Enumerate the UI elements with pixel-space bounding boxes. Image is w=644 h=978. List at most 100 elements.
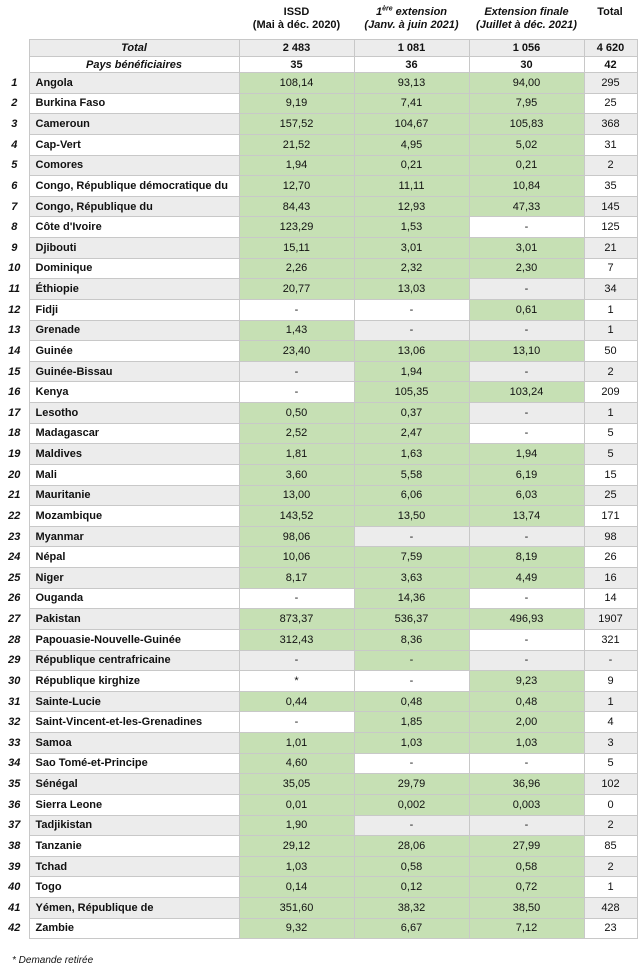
country-name: Dominique (28, 257, 240, 280)
header-total-title: Total (597, 6, 623, 18)
cell-issd: 12,70 (238, 175, 355, 197)
table-row: 19 Maldives 1,81 1,63 1,94 5 (0, 443, 638, 465)
cell-issd: * (238, 670, 355, 692)
cell-total: 4 (583, 711, 638, 733)
country-name: Kenya (28, 381, 240, 403)
cell-issd: 15,11 (238, 237, 355, 259)
row-number: 25 (0, 567, 29, 589)
cell-ext1: - (353, 814, 470, 837)
total-issd: 2 483 (238, 39, 355, 57)
header-ext-final: Extension finale (Juillet à déc. 2021) (469, 6, 584, 32)
cell-total: 209 (583, 381, 638, 403)
country-name: Cameroun (28, 113, 240, 135)
cell-issd: 3,60 (238, 463, 355, 486)
table-row: 25 Niger 8,17 3,63 4,49 16 (0, 567, 638, 589)
cell-issd: 1,43 (238, 319, 355, 342)
cell-total: 25 (583, 92, 638, 115)
table-row: 10 Dominique 2,26 2,32 2,30 7 (0, 257, 638, 280)
cell-ext-final: 27,99 (468, 835, 585, 857)
table-row: 21 Mauritanie 13,00 6,06 6,03 25 (0, 484, 638, 507)
row-number: 37 (0, 815, 29, 836)
cell-ext-final: 0,003 (468, 793, 585, 816)
cell-issd: 108,14 (238, 72, 355, 94)
row-number: 9 (0, 237, 29, 259)
country-name: Tchad (28, 855, 240, 878)
row-number: 40 (0, 876, 29, 898)
cell-total: 1907 (583, 608, 638, 630)
total-label: Total (28, 39, 240, 57)
cell-total: 2 (583, 814, 638, 837)
cell-ext-final: 0,61 (468, 298, 585, 321)
table-row: 12 Fidji - -0,61 1 (0, 298, 638, 321)
cell-ext-final: - (468, 628, 585, 651)
country-name: Cap-Vert (28, 133, 240, 156)
country-name: Côte d'Ivoire (28, 216, 240, 238)
cell-ext1: 28,06 (353, 835, 470, 857)
table-row: 3 Cameroun 157,52 104,67 105,83 368 (0, 113, 638, 135)
cell-total: 5 (583, 443, 638, 465)
cell-ext1: 0,48 (353, 690, 470, 713)
cell-ext1: - (353, 670, 470, 692)
row-number: 12 (0, 299, 29, 320)
cell-issd: 2,52 (238, 422, 355, 445)
cell-ext-final: - (468, 422, 585, 445)
cell-ext1: 0,002 (353, 793, 470, 816)
cell-ext1: - (353, 752, 470, 775)
table-row: 26 Ouganda -14,36-14 (0, 587, 638, 610)
header-issd-period: (Mai à déc. 2020) (252, 19, 341, 31)
cell-issd: 1,03 (238, 855, 355, 878)
country-name: Togo (28, 876, 240, 898)
row-number: 22 (0, 505, 29, 527)
table-row: 33 Samoa 1,01 1,03 1,03 3 (0, 732, 638, 754)
row-number: 4 (0, 134, 29, 155)
cell-issd: 312,43 (238, 628, 355, 651)
cell-issd: 9,32 (238, 917, 355, 940)
cell-ext1: 13,50 (353, 505, 470, 527)
cell-total: 21 (583, 237, 638, 259)
cell-ext-final: - (468, 216, 585, 238)
cell-total: 34 (583, 278, 638, 300)
row-number: 10 (0, 258, 29, 279)
cell-ext-final: - (468, 752, 585, 775)
header-ext1: 1ère extension (Janv. à juin 2021) (354, 5, 469, 32)
cell-total: 7 (583, 257, 638, 280)
table-row: 6 Congo, République démocratique du 12,70 1… (0, 175, 638, 197)
cell-ext1: 93,13 (353, 72, 470, 94)
cell-issd: 2,26 (238, 257, 355, 280)
cell-ext-final: 94,00 (468, 72, 585, 94)
row-number: 34 (0, 753, 29, 774)
cell-ext1: 11,11 (353, 175, 470, 197)
row-number: 28 (0, 629, 29, 650)
row-number: 6 (0, 175, 29, 197)
cell-ext1: 4,95 (353, 133, 470, 156)
cell-total: 15 (583, 463, 638, 486)
data-table: Total 2 483 1 081 1 056 4 620 Pays bénéf… (0, 39, 638, 940)
row-number: 16 (0, 381, 29, 403)
cell-ext-final: 9,23 (468, 670, 585, 692)
cell-ext-final: 103,24 (468, 381, 585, 403)
table-row: 22 Mozambique 143,52 13,50 13,74 171 (0, 505, 638, 527)
table-row: 4 Cap-Vert 21,52 4,95 5,02 31 (0, 133, 638, 156)
total-row: Total 2 483 1 081 1 056 4 620 (0, 39, 638, 57)
cell-issd: 98,06 (238, 525, 355, 548)
cell-ext1: - (353, 298, 470, 321)
country-name: Congo, République démocratique du (28, 175, 240, 197)
cell-issd: 1,01 (238, 732, 355, 754)
cell-issd: 0,44 (238, 690, 355, 713)
cell-ext1: 14,36 (353, 587, 470, 610)
row-number: 7 (0, 196, 29, 217)
country-name: République centrafricaine (28, 649, 240, 672)
country-name: Tanzanie (28, 835, 240, 857)
cell-issd: 10,06 (238, 546, 355, 568)
cell-issd: 1,81 (238, 443, 355, 465)
cell-total: 368 (583, 113, 638, 135)
table-row: 34 Sao Tomé-et-Principe 4,60- -5 (0, 752, 638, 775)
cell-ext1: - (353, 649, 470, 672)
cell-ext-final: 13,10 (468, 340, 585, 362)
cell-issd: 84,43 (238, 195, 355, 218)
cell-total: 98 (583, 525, 638, 548)
row-number: 1 (0, 72, 29, 94)
country-name: Guinée-Bissau (28, 360, 240, 383)
cell-ext-final: 47,33 (468, 195, 585, 218)
country-name: Papouasie-Nouvelle-Guinée (28, 628, 240, 651)
